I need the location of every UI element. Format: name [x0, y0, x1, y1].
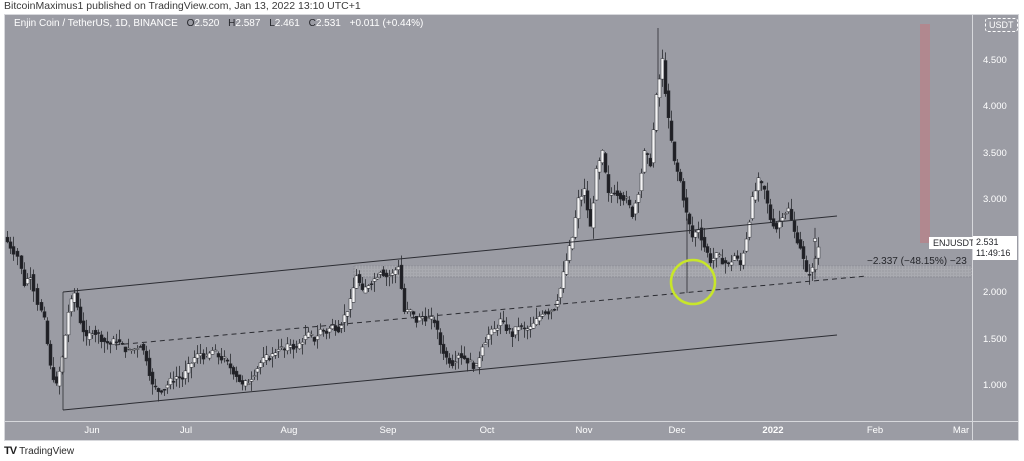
time-tick: Sep [379, 425, 397, 436]
brand-name: TradingView [19, 445, 75, 457]
last-price-tag: 2.531 11:49:16 [973, 236, 1017, 260]
price-tick: 4.000 [983, 101, 1007, 112]
countdown: 11:49:16 [976, 248, 1011, 258]
channel-lines[interactable] [62, 215, 868, 411]
time-tick: Aug [280, 425, 298, 436]
last-price: 2.531 [976, 237, 999, 247]
price-tick: 2.000 [983, 287, 1007, 298]
time-tick: Dec [668, 425, 686, 436]
low-key: L [269, 18, 275, 29]
price-tick: 4.500 [983, 54, 1007, 66]
open-key: O [186, 18, 195, 29]
price-tick: 3.000 [983, 194, 1007, 205]
change-value: +0.011 (+0.44%) [349, 18, 424, 29]
support-zone[interactable] [353, 265, 973, 278]
high-key: H [228, 18, 236, 29]
time-tick: Nov [575, 425, 593, 436]
time-tick: Jul [179, 425, 193, 436]
footer[interactable]: TV TradingView [4, 445, 74, 457]
symbol-legend: Enjin Coin / TetherUS, 1D, BINANCE O2.52… [14, 18, 429, 29]
time-tick: Mar [952, 425, 970, 436]
price-axis-divider [972, 14, 973, 441]
candles [5, 27, 821, 402]
currency-badge[interactable]: USDT [985, 18, 1018, 32]
chart-panel[interactable] [4, 14, 1019, 441]
price-tick: 3.500 [983, 147, 1007, 159]
symbol-title: Enjin Coin / TetherUS, 1D, BINANCE [14, 18, 178, 29]
low-value: 2.461 [274, 18, 300, 29]
symbol-tag: ENJUSDT [929, 237, 979, 249]
measure-label: −2.337 (−48.15%) −23 [867, 256, 967, 267]
target-bar[interactable] [920, 24, 930, 243]
price-tick: 1.500 [983, 333, 1007, 345]
publisher-line: BitcoinMaximus1 published on TradingView… [4, 0, 361, 12]
price-tick: 1.000 [983, 380, 1007, 391]
time-axis-divider [4, 421, 1019, 422]
high-value: 2.587 [235, 18, 261, 29]
tradingview-logo-icon: TV [4, 445, 17, 457]
time-tick: Jun [84, 425, 100, 436]
close-value: 2.531 [315, 18, 341, 29]
highlight-circle[interactable] [669, 258, 717, 306]
time-tick: 2022 [762, 425, 784, 436]
open-value: 2.520 [194, 18, 220, 29]
time-tick: Oct [479, 425, 495, 436]
time-tick: Feb [866, 425, 884, 436]
close-key: C [308, 18, 316, 29]
